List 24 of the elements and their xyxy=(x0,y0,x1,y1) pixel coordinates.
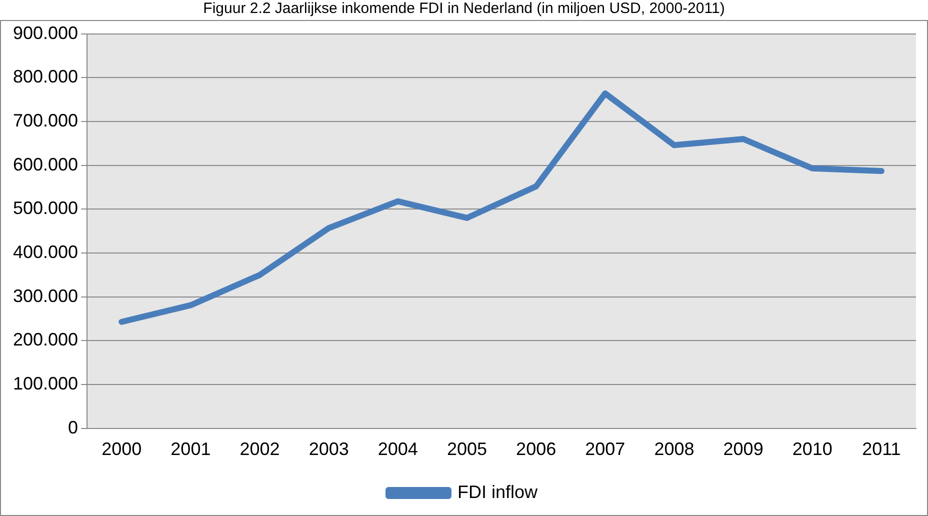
y-tick-label: 800.000 xyxy=(12,66,78,87)
x-tick-label: 2008 xyxy=(654,439,694,460)
y-tick-label: 300.000 xyxy=(12,286,78,306)
chart-title: Figuur 2.2 Jaarlijkse inkomende FDI in Nederland (in miljoen USD, 2000-2011) xyxy=(202,0,726,18)
x-tick-label: 2004 xyxy=(378,439,418,460)
y-tick-label: 100.000 xyxy=(12,374,78,394)
x-tick-label: 2005 xyxy=(446,439,488,460)
x-tick-label: 2000 xyxy=(102,439,142,460)
y-tick-label: 500.000 xyxy=(12,198,78,218)
y-tick-label: 0 xyxy=(68,417,78,438)
y-tick-label: 900.000 xyxy=(12,22,78,43)
x-tick-label: 2002 xyxy=(240,439,280,460)
y-tick-label: 700.000 xyxy=(12,110,78,130)
x-tick-label: 2006 xyxy=(516,439,556,460)
x-tick-label: 2001 xyxy=(170,439,211,460)
y-tick-label: 200.000 xyxy=(12,330,78,350)
x-tick-label: 2010 xyxy=(792,439,832,460)
x-tick-label: 2003 xyxy=(308,439,349,460)
x-tick-label: 2011 xyxy=(862,439,901,460)
y-tick-label: 400.000 xyxy=(12,242,78,262)
legend-label: FDI inflow xyxy=(457,482,539,502)
y-tick-label: 600.000 xyxy=(12,154,78,174)
x-tick-label: 2009 xyxy=(723,439,764,460)
x-tick-label: 2007 xyxy=(585,439,626,460)
